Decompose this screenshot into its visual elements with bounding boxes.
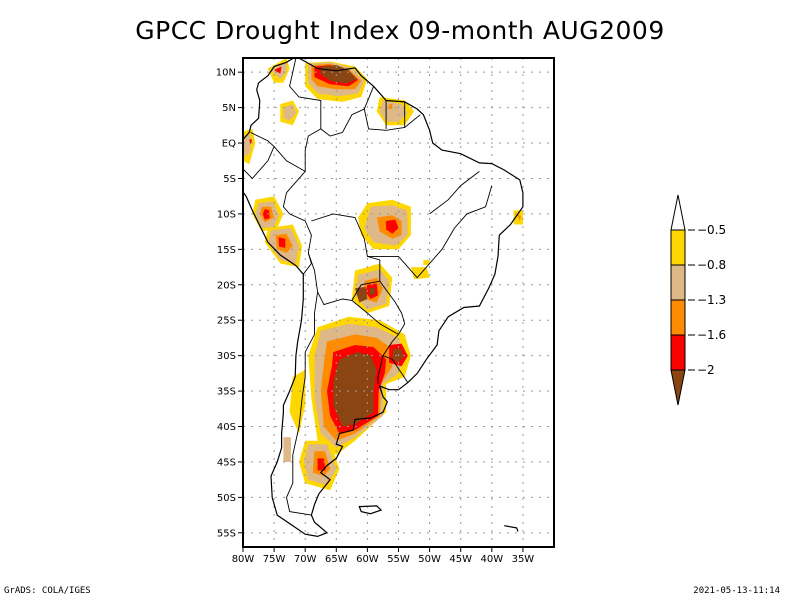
grid-lines [243,58,554,547]
x-tick-label: 80W [232,554,255,565]
drought-area-3-cat-4 [249,139,253,145]
x-tick-label: 55W [387,554,410,565]
x-tick-label: 75W [263,554,286,565]
y-tick-label: 5N [222,103,236,114]
country-border [250,128,322,173]
country-border [363,108,421,131]
country-border [367,185,493,279]
drought-area-15-cat-3 [516,213,521,221]
colorbar-label: −2 [697,363,715,377]
colorbar-label: −0.5 [697,223,726,237]
y-axis: 10N 5N EQ 5S 10S 15S 20S 25S 30S 35S 40S 45S 50S 55S [216,68,243,539]
y-tick-label: 50S [217,493,236,504]
chart-title: GPCC Drought Index 09-month AUG2009 [135,16,665,45]
colorbar-legend: −0.5 −0.8 −1.3 −1.6 −2 [670,194,726,406]
drought-area-4-cat-2 [379,100,408,122]
y-tick-label: 25S [217,316,236,327]
country-border [311,213,381,282]
y-tick-label: 20S [217,280,236,291]
x-tick-label: 70W [294,554,317,565]
drought-area-14-cat-2 [283,437,291,462]
y-tick-label: 10N [216,68,236,79]
country-border [243,146,275,180]
colorbar-segment [670,229,686,266]
colorbar-segment [670,264,686,301]
x-tick-label: 35W [512,554,535,565]
footer-credit: GrADS: COLA/IGES [4,586,91,596]
drought-area-4-cat-3 [388,104,393,109]
y-tick-label: 10S [217,209,236,220]
colorbar-label: −1.3 [697,293,726,307]
colorbar-lower-arrow [670,369,686,406]
drought-area-7-cat-4 [386,219,399,234]
x-tick-label: 45W [449,554,472,565]
x-axis: 80W 75W 70W 65W 60W 55W 50W 45W 40W 35W [232,547,535,565]
footer-timestamp: 2021-05-13-11:14 [693,586,780,596]
falkland-islands [358,505,383,515]
y-tick-label: 45S [217,457,236,468]
y-tick-label: EQ [222,139,236,150]
y-tick-label: 30S [217,351,236,362]
drought-area-6-cat-4 [278,237,286,248]
x-tick-label: 65W [325,554,348,565]
y-tick-label: 35S [217,387,236,398]
colorbar-segment [670,334,686,371]
drought-area-13-cat-1 [289,369,306,434]
y-tick-label: 40S [217,422,236,433]
coastline-layer [243,58,524,538]
country-border [307,252,380,306]
coastline [243,58,524,538]
country-border [377,355,384,384]
colorbar-label: −0.8 [697,258,726,272]
country-border [351,280,406,336]
south-georgia [504,525,519,532]
y-tick-label: 5S [223,174,236,185]
colorbar-label: −1.6 [697,328,726,342]
drought-area-5-cat-4 [262,209,270,220]
x-tick-label: 60W [356,554,379,565]
country-border [342,86,375,133]
drought-area-2-cat-2 [283,104,296,121]
x-tick-label: 40W [480,554,503,565]
drought-area-17-cat-1 [423,260,430,265]
drought-area-1-cat-4 [274,66,282,74]
y-tick-label: 55S [217,528,236,539]
drought-area-9-cat-5 [333,352,377,427]
country-border [286,291,319,516]
country-border [289,58,343,137]
drought-area-8-cat-5 [369,287,375,296]
drought-area-10-cat-5 [392,348,404,363]
drought-area-12-cat-4 [317,458,326,471]
country-border [429,171,480,215]
colorbar-upper-arrow [670,194,686,231]
x-tick-label: 50W [418,554,441,565]
colorbar-segment [670,299,686,336]
y-tick-label: 15S [217,245,236,256]
drought-area-3-cat-2 [243,133,252,158]
